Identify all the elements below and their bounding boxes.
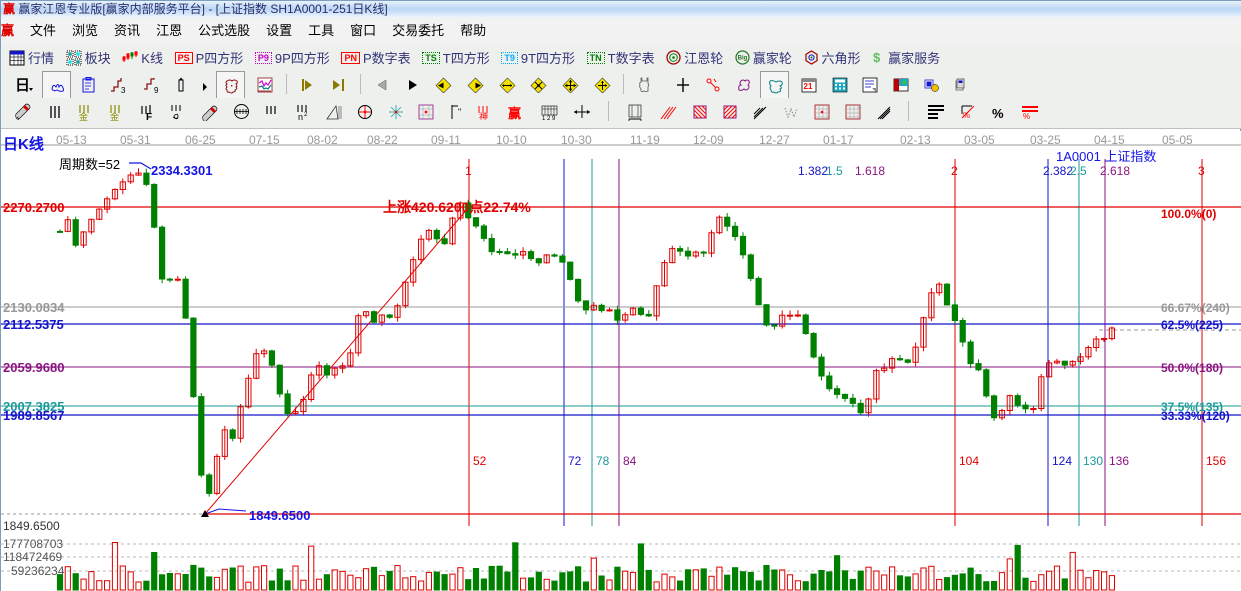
svg-text:$: $ xyxy=(873,50,881,65)
svg-text:%: % xyxy=(992,106,1004,120)
svg-text:%: % xyxy=(1023,112,1030,120)
svg-text:Big: Big xyxy=(738,56,748,62)
svg-text:n: n xyxy=(298,112,303,121)
svg-text:2: 2 xyxy=(304,112,308,118)
svg-text:日: 日 xyxy=(15,77,30,93)
svg-text:9: 9 xyxy=(154,86,159,93)
svg-text:%: % xyxy=(963,111,970,120)
svg-text:赢: 赢 xyxy=(508,106,521,120)
svg-text:神: 神 xyxy=(479,111,488,120)
svg-text:3: 3 xyxy=(121,86,126,93)
svg-text:F: F xyxy=(146,112,152,120)
svg-text:金: 金 xyxy=(110,111,119,121)
svg-text:1 2 9: 1 2 9 xyxy=(542,116,556,120)
svg-text:21: 21 xyxy=(803,82,812,91)
svg-text:金: 金 xyxy=(79,111,88,121)
svg-text:": " xyxy=(458,107,461,117)
